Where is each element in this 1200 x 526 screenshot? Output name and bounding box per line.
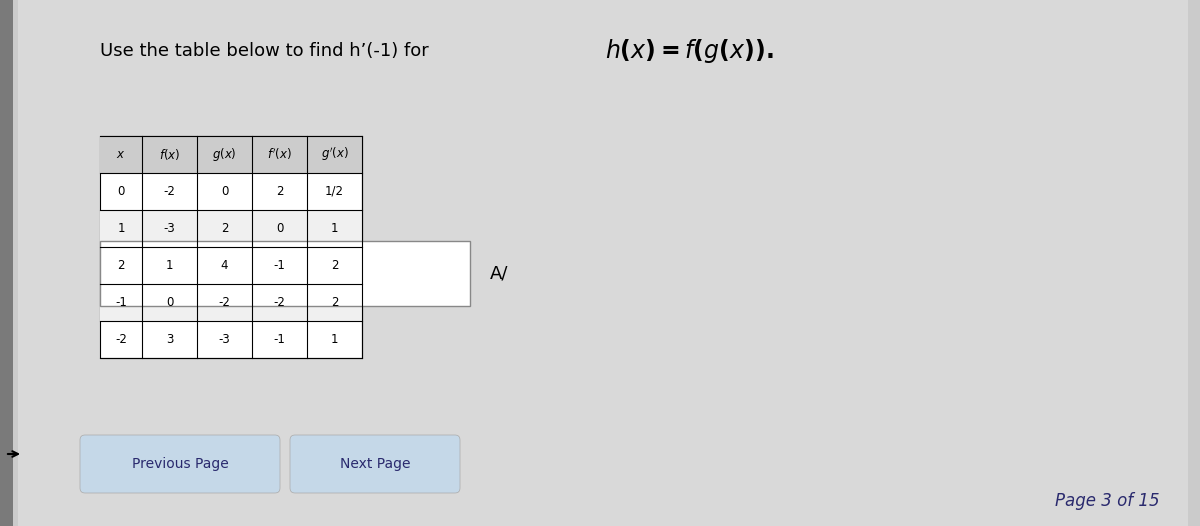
FancyBboxPatch shape xyxy=(80,435,280,493)
Text: $f(x)$: $f(x)$ xyxy=(158,147,180,162)
Text: 2: 2 xyxy=(331,296,338,309)
FancyBboxPatch shape xyxy=(290,435,460,493)
Text: Use the table below to find h’(-1) for: Use the table below to find h’(-1) for xyxy=(100,42,434,60)
Text: 2: 2 xyxy=(276,185,283,198)
Text: -1: -1 xyxy=(115,296,127,309)
Text: Page 3 of 15: Page 3 of 15 xyxy=(1055,492,1160,510)
Text: -3: -3 xyxy=(163,222,175,235)
FancyBboxPatch shape xyxy=(100,210,362,247)
Text: -2: -2 xyxy=(163,185,175,198)
FancyBboxPatch shape xyxy=(100,136,362,173)
Text: $x$: $x$ xyxy=(116,148,126,161)
Text: 1/2: 1/2 xyxy=(325,185,344,198)
Text: A/: A/ xyxy=(490,265,509,283)
FancyBboxPatch shape xyxy=(100,284,362,321)
Text: -1: -1 xyxy=(274,259,286,272)
Text: -2: -2 xyxy=(218,296,230,309)
Text: 3: 3 xyxy=(166,333,173,346)
Text: Previous Page: Previous Page xyxy=(132,457,228,471)
Text: 0: 0 xyxy=(118,185,125,198)
Text: 1: 1 xyxy=(331,333,338,346)
Text: $g'(x)$: $g'(x)$ xyxy=(320,146,348,163)
Text: 1: 1 xyxy=(331,222,338,235)
Text: 2: 2 xyxy=(221,222,228,235)
Text: 1: 1 xyxy=(118,222,125,235)
Text: 1: 1 xyxy=(166,259,173,272)
Text: 0: 0 xyxy=(276,222,283,235)
FancyBboxPatch shape xyxy=(13,0,1200,526)
Text: $f'(x)$: $f'(x)$ xyxy=(268,147,292,162)
Text: $\bf{\mathit{h}}$$\bf{(}$$\bf{\mathit{x}}$$\bf{) = }$$\bf{\mathit{f}}$$\bf{(}$$\: $\bf{\mathit{h}}$$\bf{(}$$\bf{\mathit{x}… xyxy=(605,37,774,65)
Text: -2: -2 xyxy=(274,296,286,309)
Text: -1: -1 xyxy=(274,333,286,346)
Text: 2: 2 xyxy=(331,259,338,272)
FancyBboxPatch shape xyxy=(0,0,13,526)
FancyBboxPatch shape xyxy=(100,136,362,358)
Text: -2: -2 xyxy=(115,333,127,346)
FancyBboxPatch shape xyxy=(18,0,1188,526)
Text: 2: 2 xyxy=(118,259,125,272)
Text: 0: 0 xyxy=(221,185,228,198)
Text: Next Page: Next Page xyxy=(340,457,410,471)
Text: $g(x)$: $g(x)$ xyxy=(212,146,236,163)
Text: -3: -3 xyxy=(218,333,230,346)
FancyBboxPatch shape xyxy=(100,241,470,306)
Text: 0: 0 xyxy=(166,296,173,309)
Text: 4: 4 xyxy=(221,259,228,272)
